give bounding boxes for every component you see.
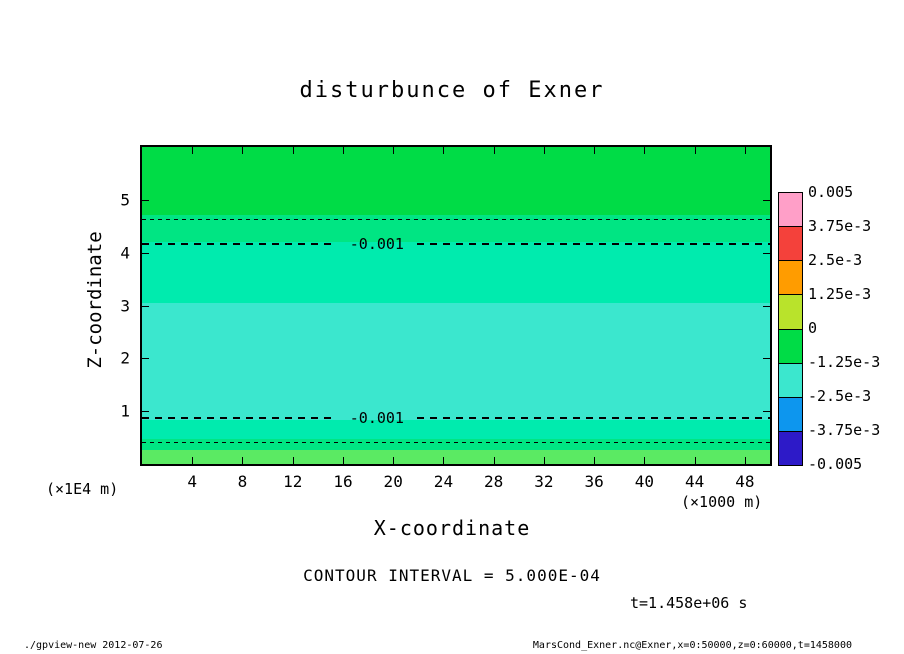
y-axis-tick: [763, 411, 770, 413]
y-axis-tick: [142, 199, 149, 201]
x-tick-label: 20: [383, 472, 403, 491]
colorbar-cell: [779, 226, 802, 261]
contour-label: -0.001: [349, 408, 404, 427]
x-axis-tick: [694, 147, 696, 154]
colorbar-label: 0: [808, 319, 818, 337]
x-tick-label: 12: [283, 472, 303, 491]
x-axis-tick: [192, 147, 194, 154]
x-tick-label: 4: [187, 472, 198, 491]
x-axis-title: X-coordinate: [373, 516, 531, 540]
contour-line: [142, 416, 337, 419]
colorbar-cell: [779, 260, 802, 295]
colorbar-label: 0.005: [808, 183, 854, 201]
x-axis-tick: [543, 457, 545, 464]
colorbar-cell: [779, 193, 802, 227]
x-axis-tick: [594, 457, 596, 464]
x-axis-tick: [644, 457, 646, 464]
colorbar-label: 3.75e-3: [808, 217, 872, 235]
x-tick-label: 48: [735, 472, 755, 491]
colorbar-cell: [779, 430, 802, 465]
x-axis-tick: [342, 147, 344, 154]
colorbar-labels: 0.005 3.75e-3 2.5e-3 1.25e-3 0 -1.25e-3 -2.5e-…: [808, 183, 898, 473]
y-axis-tick: [142, 305, 149, 307]
contour-fill-band: [142, 449, 770, 464]
footer-command: ./gpview-new 2012-07-26: [24, 640, 163, 651]
contour-interval-note: CONTOUR INTERVAL = 5.000E-04: [303, 566, 601, 585]
colorbar-label: -3.75e-3: [808, 421, 881, 439]
colorbar-label: -2.5e-3: [808, 387, 872, 405]
x-axis-tick: [443, 457, 445, 464]
x-axis-tick: [342, 457, 344, 464]
x-axis-tick: [292, 457, 294, 464]
x-axis-tick: [493, 457, 495, 464]
y-tick-label: 4: [120, 243, 130, 263]
contour-fill-band: [142, 242, 770, 303]
contour-line: [142, 442, 770, 443]
x-tick-label: 32: [534, 472, 554, 491]
plot-area: -0.001 -0.001 4 8 12 16 20 24 28 32 36 40 44 48 1 2 3 4 5: [120, 145, 772, 491]
x-axis-tick: [242, 457, 244, 464]
y-axis-tick: [763, 358, 770, 360]
x-tick-label: 40: [634, 472, 655, 491]
footer-source: MarsCond_Exner.nc@Exner,x=0:50000,z=0:60…: [532, 640, 852, 651]
colorbar-cell: [779, 294, 802, 329]
y-axis-tick: [763, 252, 770, 254]
contour-fill-band: [142, 420, 770, 439]
contour-fill-band: [142, 302, 770, 420]
contour-line: [416, 416, 770, 419]
contour-fill-band: [142, 438, 770, 450]
x-axis-tick: [192, 457, 194, 464]
x-tick-label: 8: [237, 472, 248, 491]
y-tick-label: 2: [120, 348, 130, 368]
y-axis-tick: [763, 305, 770, 307]
contour-label: -0.001: [349, 234, 404, 253]
y-axis-title: Z-coordinate: [84, 231, 106, 369]
contour-fill-band: [142, 147, 770, 215]
x-tick-label: 44: [684, 472, 705, 491]
y-tick-label: 1: [120, 401, 130, 421]
x-axis-tick: [393, 147, 395, 154]
y-axis-tick: [142, 252, 149, 254]
y-tick-label: 5: [120, 190, 130, 210]
colorbar-label: 1.25e-3: [808, 285, 872, 303]
x-axis-tick: [393, 457, 395, 464]
contour-line: [142, 218, 770, 220]
x-axis-tick: [242, 147, 244, 154]
x-axis-tick: [594, 147, 596, 154]
x-axis-unit: (×1000 m): [681, 493, 763, 511]
y-axis-tick: [142, 358, 149, 360]
y-axis-tick: [763, 199, 770, 201]
x-tick-label: 28: [484, 472, 504, 491]
y-tick-label: 3: [120, 296, 130, 315]
colorbar: [778, 192, 803, 466]
x-axis-tick: [694, 457, 696, 464]
y-axis-unit: (×1E4 m): [46, 480, 119, 498]
time-annotation: t=1.458e+06 s: [630, 594, 748, 612]
x-tick-label: 24: [433, 472, 454, 491]
x-axis-tick: [292, 147, 294, 154]
colorbar-label: -0.005: [808, 455, 863, 473]
x-axis-tick: [644, 147, 646, 154]
colorbar-cell: [779, 362, 802, 397]
contour-line: [142, 242, 337, 245]
x-axis-tick: [543, 147, 545, 154]
colorbar-label: -1.25e-3: [808, 353, 881, 371]
colorbar-cell: [779, 328, 802, 363]
contour-line: [416, 242, 770, 245]
x-axis-tick: [443, 147, 445, 154]
x-axis-tick: [744, 457, 746, 464]
x-axis-tick: [493, 147, 495, 154]
x-axis-tick: [744, 147, 746, 154]
x-tick-label: 36: [584, 472, 604, 491]
colorbar-cell: [779, 396, 802, 431]
plot-title: disturbunce of Exner: [299, 78, 605, 103]
y-axis-tick: [142, 411, 149, 413]
x-tick-label: 16: [333, 472, 353, 491]
colorbar-label: 2.5e-3: [808, 251, 863, 269]
